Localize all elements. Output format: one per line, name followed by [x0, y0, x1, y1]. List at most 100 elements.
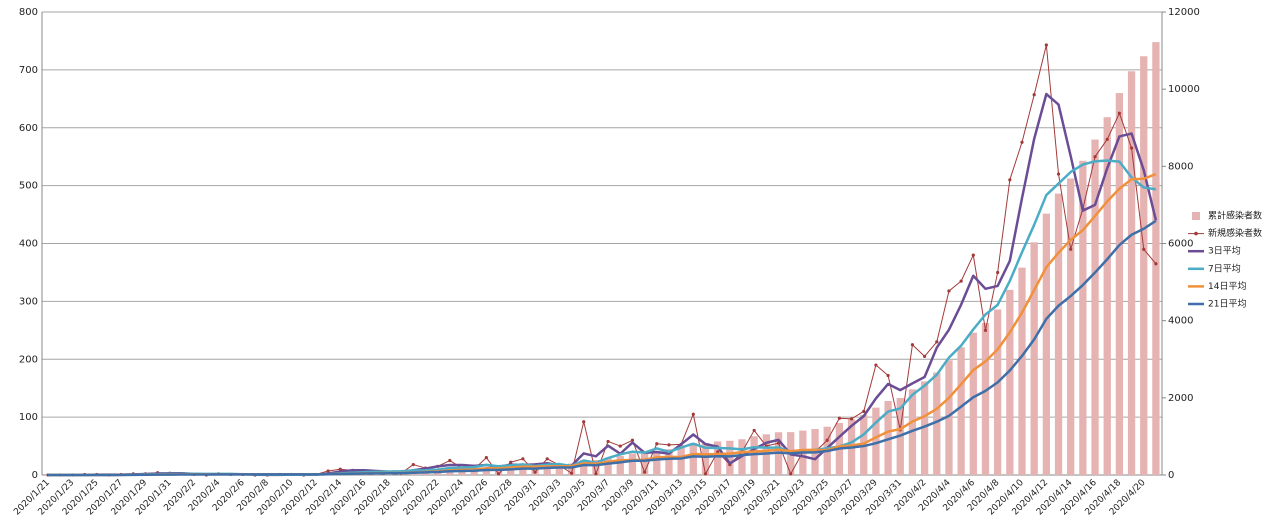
- line-marker: [1032, 93, 1036, 97]
- line-marker: [886, 373, 890, 378]
- bar: [1018, 267, 1026, 475]
- y2-tick-label: 0: [1168, 470, 1174, 481]
- line-marker: [1129, 146, 1134, 150]
- legend-label: 21日平均: [1208, 298, 1246, 310]
- line-marker: [691, 412, 695, 416]
- line-marker: [789, 472, 793, 476]
- bar: [933, 372, 941, 475]
- bar: [957, 347, 965, 475]
- line-marker: [1105, 137, 1109, 141]
- bar: [653, 451, 661, 475]
- y-tick-label: 500: [19, 181, 38, 192]
- line-marker: [484, 456, 488, 460]
- line-marker: [1069, 247, 1073, 251]
- line-series: [48, 92, 1158, 477]
- line-marker: [752, 428, 756, 433]
- line-marker: [594, 472, 598, 476]
- y-tick-label: 0: [32, 470, 38, 481]
- line-marker: [643, 470, 647, 474]
- line-marker: [521, 457, 525, 461]
- bar: [726, 440, 734, 475]
- y-tick-label: 100: [19, 412, 38, 423]
- bar: [555, 463, 564, 475]
- y-tick-label: 600: [19, 123, 38, 134]
- bar: [1091, 139, 1099, 475]
- legend-label: 3日平均: [1208, 245, 1241, 257]
- line-marker: [618, 444, 622, 448]
- line-marker: [1044, 43, 1048, 47]
- bar: [507, 466, 515, 475]
- bar: [519, 465, 527, 475]
- line-marker: [411, 462, 415, 467]
- bar: [1103, 117, 1111, 476]
- y-tick-label: 700: [19, 65, 38, 76]
- line-marker: [910, 343, 915, 347]
- bar: [1067, 178, 1075, 475]
- bar: [1079, 160, 1087, 475]
- bar: [714, 441, 722, 475]
- bar: [1152, 42, 1160, 476]
- line-marker: [1154, 262, 1158, 266]
- legend-label: 新規感染者数: [1208, 227, 1262, 239]
- bar: [580, 460, 588, 475]
- legend-label: 7日平均: [1208, 262, 1241, 274]
- bar: [494, 467, 503, 475]
- line-marker: [1008, 178, 1012, 182]
- y-tick-label: 800: [19, 7, 38, 18]
- bar: [592, 459, 600, 475]
- line-marker: [569, 471, 574, 475]
- bar: [969, 332, 977, 475]
- line-marker: [1093, 155, 1097, 159]
- bar: [604, 457, 612, 475]
- y-tick-label: 400: [19, 239, 38, 250]
- legend-marker: [1194, 231, 1198, 236]
- line-marker: [582, 420, 586, 424]
- line-marker: [496, 472, 501, 476]
- bar: [482, 467, 490, 475]
- line-marker: [716, 450, 720, 454]
- line-marker: [326, 469, 330, 473]
- line-series: [48, 159, 1157, 477]
- y2-tick-label: 2000: [1168, 393, 1193, 404]
- bar: [1030, 242, 1038, 475]
- bar: [665, 449, 673, 475]
- line-marker: [983, 328, 988, 332]
- y2-tick-label: 10000: [1168, 84, 1200, 95]
- y2-tick-label: 12000: [1168, 7, 1200, 18]
- line-marker: [533, 470, 537, 474]
- line-marker: [703, 472, 708, 476]
- bar: [701, 443, 710, 475]
- line-marker: [667, 443, 671, 447]
- bar: [531, 465, 539, 475]
- legend-label: 累計感染者数: [1208, 210, 1262, 222]
- bar: [1115, 93, 1124, 475]
- bar: [981, 323, 990, 475]
- legend-label: 14日平均: [1208, 280, 1246, 292]
- line-marker: [947, 289, 951, 293]
- bar: [1127, 71, 1136, 475]
- bar: [920, 381, 929, 475]
- line-marker: [849, 417, 854, 421]
- bar: [908, 389, 917, 475]
- line-series: [48, 44, 1157, 476]
- line-marker: [923, 354, 927, 358]
- line-marker: [509, 460, 513, 464]
- line-marker: [655, 442, 659, 446]
- line-marker: [1117, 111, 1121, 115]
- line-marker: [935, 340, 939, 344]
- bar: [640, 453, 649, 475]
- line-series: [48, 172, 1157, 477]
- line-marker: [959, 279, 963, 283]
- line-marker: [1056, 172, 1061, 176]
- line-marker: [545, 457, 549, 461]
- bar: [994, 309, 1002, 475]
- bar: [689, 443, 697, 475]
- y-tick-label: 300: [19, 296, 38, 307]
- line-marker: [1142, 247, 1146, 251]
- bar: [1042, 213, 1050, 475]
- line-marker: [996, 270, 1000, 275]
- line-series: [48, 219, 1157, 477]
- bar: [872, 407, 880, 475]
- line-marker: [971, 253, 975, 257]
